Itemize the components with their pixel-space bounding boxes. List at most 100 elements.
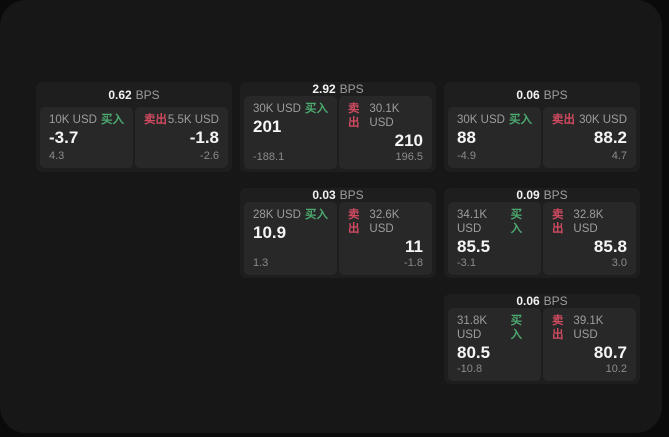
tiles-row: 30K USD 买入 201 -188.1 卖出 30.1K USD 210 1… — [240, 96, 436, 172]
sell-label: 卖出 — [552, 209, 564, 235]
buy-amount: 10K USD — [49, 114, 97, 126]
buy-label: 买入 — [510, 315, 523, 341]
buy-tile[interactable]: 28K USD 买入 10.9 1.3 — [244, 202, 337, 275]
bps-value: 0.06 — [516, 87, 540, 102]
quote-card: 0.62 BPS 10K USD 买入 -3.7 4.3 卖出 5.5K USD — [36, 82, 232, 172]
sell-amount: 32.6K USD — [369, 209, 400, 235]
tiles-row: 28K USD 买入 10.9 1.3 卖出 32.6K USD 11 -1.8 — [240, 202, 436, 278]
buy-delta: 1.3 — [253, 257, 269, 269]
sell-amount: 39.1K USD — [573, 315, 604, 341]
quote-card: 0.06 BPS 31.8K USD 买入 80.5 -10.8 卖出 39.1… — [444, 294, 640, 384]
quote-card: 0.09 BPS 34.1K USD 买入 85.5 -3.1 卖出 32.8K… — [444, 188, 640, 278]
bps-header: 0.03 BPS — [240, 188, 436, 202]
sell-tile[interactable]: 卖出 39.1K USD 80.7 10.2 — [543, 308, 636, 381]
sell-amount: 30.1K USD — [369, 103, 400, 129]
buy-tile-top: 30K USD 买入 — [253, 102, 328, 116]
bps-header: 0.06 BPS — [444, 294, 640, 308]
buy-price: -3.7 — [49, 128, 79, 147]
buy-tile[interactable]: 30K USD 买入 201 -188.1 — [244, 96, 337, 169]
sell-tile[interactable]: 卖出 30.1K USD 210 196.5 — [339, 96, 432, 169]
buy-tile[interactable]: 34.1K USD 买入 85.5 -3.1 — [448, 202, 541, 275]
sell-tile-top: 卖出 5.5K USD — [144, 113, 219, 127]
buy-price: 80.5 — [457, 343, 491, 362]
buy-delta: -10.8 — [457, 363, 483, 375]
bps-unit-label: BPS — [339, 188, 364, 202]
buy-price: 201 — [253, 117, 282, 136]
sell-tile-top: 卖出 32.6K USD — [348, 208, 423, 236]
bps-unit-label: BPS — [543, 294, 568, 308]
sell-tile[interactable]: 卖出 32.8K USD 85.8 3.0 — [543, 202, 636, 275]
sell-price: 11 — [405, 237, 423, 256]
buy-tile-top: 31.8K USD 买入 — [457, 314, 532, 342]
sell-amount: 5.5K USD — [167, 114, 219, 126]
buy-tile-top: 34.1K USD 买入 — [457, 208, 532, 236]
bps-header: 0.09 BPS — [444, 188, 640, 202]
buy-price: 10.9 — [253, 223, 287, 242]
sell-delta: 3.0 — [611, 257, 627, 269]
sell-label: 卖出 — [552, 315, 564, 341]
sell-price: 88.2 — [593, 128, 627, 147]
buy-tile-top: 10K USD 买入 — [49, 113, 124, 127]
bps-value: 0.09 — [516, 188, 540, 202]
sell-tile-top: 卖出 39.1K USD — [552, 314, 627, 342]
buy-delta: 4.3 — [49, 150, 65, 162]
buy-delta: -4.9 — [457, 150, 476, 162]
bps-header: 0.06 BPS — [444, 82, 640, 107]
sell-tile-top: 卖出 30K USD — [552, 113, 627, 127]
sell-amount: 30K USD — [579, 114, 627, 126]
bps-value: 2.92 — [312, 82, 336, 96]
sell-tile[interactable]: 卖出 5.5K USD -1.8 -2.6 — [135, 107, 228, 168]
sell-label: 卖出 — [552, 114, 575, 126]
bps-unit-label: BPS — [543, 87, 568, 102]
buy-delta: -3.1 — [457, 257, 476, 269]
sell-delta: 196.5 — [395, 151, 423, 163]
sell-delta: -1.8 — [404, 257, 423, 269]
sell-price: 85.8 — [593, 237, 627, 256]
sell-price: 80.7 — [593, 343, 627, 362]
buy-tile-top: 30K USD 买入 — [457, 113, 532, 127]
buy-amount: 34.1K USD — [457, 209, 488, 235]
tiles-row: 34.1K USD 买入 85.5 -3.1 卖出 32.8K USD 85.8… — [444, 202, 640, 278]
tiles-row: 30K USD 买入 88 -4.9 卖出 30K USD 88.2 4.7 — [444, 107, 640, 172]
buy-label: 买入 — [510, 209, 523, 235]
buy-label: 买入 — [305, 209, 328, 221]
bps-unit-label: BPS — [339, 82, 364, 96]
buy-label: 买入 — [101, 114, 124, 126]
sell-delta: 10.2 — [605, 363, 627, 375]
bps-header: 2.92 BPS — [240, 82, 436, 96]
sell-delta: 4.7 — [611, 150, 627, 162]
buy-tile[interactable]: 10K USD 买入 -3.7 4.3 — [40, 107, 133, 168]
tiles-row: 31.8K USD 买入 80.5 -10.8 卖出 39.1K USD 80.… — [444, 308, 640, 384]
bps-value: 0.62 — [108, 87, 132, 102]
buy-amount: 30K USD — [253, 103, 301, 115]
buy-amount: 30K USD — [457, 114, 505, 126]
quote-card: 2.92 BPS 30K USD 买入 201 -188.1 卖出 30.1K … — [240, 82, 436, 172]
quote-card: 0.03 BPS 28K USD 买入 10.9 1.3 卖出 32.6K US… — [240, 188, 436, 278]
buy-price: 88 — [457, 128, 476, 147]
buy-label: 买入 — [305, 103, 328, 115]
sell-price: -1.8 — [189, 128, 219, 147]
bps-unit-label: BPS — [543, 188, 568, 202]
sell-label: 卖出 — [144, 114, 167, 126]
sell-label: 卖出 — [348, 209, 360, 235]
sell-tile[interactable]: 卖出 30K USD 88.2 4.7 — [543, 107, 636, 168]
buy-amount: 28K USD — [253, 209, 301, 221]
quote-card: 0.06 BPS 30K USD 买入 88 -4.9 卖出 30K USD — [444, 82, 640, 172]
sell-price: 210 — [394, 131, 423, 150]
buy-delta: -188.1 — [253, 151, 285, 163]
bps-value: 0.03 — [312, 188, 336, 202]
buy-tile[interactable]: 30K USD 买入 88 -4.9 — [448, 107, 541, 168]
bps-value: 0.06 — [516, 294, 540, 308]
buy-price: 85.5 — [457, 237, 491, 256]
tiles-row: 10K USD 买入 -3.7 4.3 卖出 5.5K USD -1.8 -2.… — [36, 107, 232, 172]
bps-unit-label: BPS — [135, 87, 160, 102]
sell-delta: -2.6 — [200, 150, 219, 162]
sell-amount: 32.8K USD — [573, 209, 604, 235]
sell-tile[interactable]: 卖出 32.6K USD 11 -1.8 — [339, 202, 432, 275]
bps-header: 0.62 BPS — [36, 82, 232, 107]
sell-label: 卖出 — [348, 103, 360, 129]
buy-amount: 31.8K USD — [457, 315, 488, 341]
buy-tile[interactable]: 31.8K USD 买入 80.5 -10.8 — [448, 308, 541, 381]
sell-tile-top: 卖出 30.1K USD — [348, 102, 423, 130]
